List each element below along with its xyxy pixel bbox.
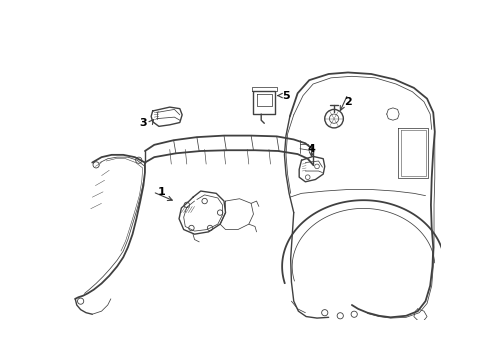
Text: 4: 4 bbox=[308, 144, 316, 154]
Text: 2: 2 bbox=[344, 97, 352, 107]
Text: 5: 5 bbox=[282, 91, 290, 100]
Text: 1: 1 bbox=[158, 187, 166, 197]
Text: 3: 3 bbox=[140, 117, 147, 127]
